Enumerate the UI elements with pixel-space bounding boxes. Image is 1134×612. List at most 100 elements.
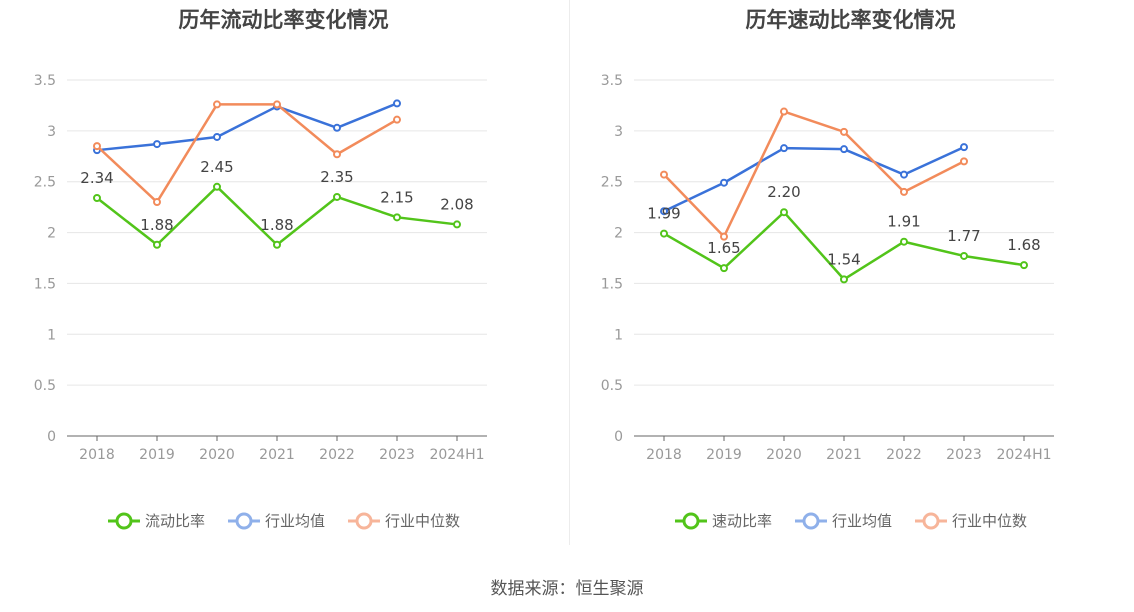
y-tick-label: 3 bbox=[47, 124, 56, 140]
quick-ratio-plot: 0 0.5 1 1.5 2 2.5 3 3.5 2018 2019 2020 2021 2022 2023… bbox=[601, 73, 1054, 463]
data-point[interactable] bbox=[960, 251, 968, 260]
legend-swatch-icon bbox=[915, 512, 947, 529]
data-point[interactable] bbox=[1020, 261, 1028, 270]
data-point[interactable] bbox=[393, 115, 401, 124]
x-tick-label: 2021 bbox=[826, 447, 862, 463]
data-point[interactable] bbox=[273, 240, 281, 249]
data-point[interactable] bbox=[93, 193, 101, 202]
data-point[interactable] bbox=[453, 220, 461, 229]
data-label: 2.35 bbox=[320, 168, 353, 186]
data-point[interactable] bbox=[333, 123, 341, 132]
data-point[interactable] bbox=[273, 100, 281, 109]
x-tick-label: 2018 bbox=[646, 447, 682, 463]
data-point[interactable] bbox=[93, 142, 101, 151]
y-tick-label: 3 bbox=[614, 124, 623, 140]
data-label: 2.08 bbox=[440, 195, 473, 213]
y-tick-label: 0 bbox=[47, 429, 56, 445]
legend-item-industry-median[interactable]: 行业中位数 bbox=[914, 510, 1027, 531]
data-point[interactable] bbox=[213, 132, 221, 141]
y-tick-label: 3.5 bbox=[34, 73, 56, 89]
data-point[interactable] bbox=[153, 198, 161, 207]
legend-item-industry-avg[interactable]: 行业均值 bbox=[227, 510, 325, 531]
legend-item-quick-ratio[interactable]: 速动比率 bbox=[674, 510, 772, 531]
data-point[interactable] bbox=[960, 143, 968, 152]
legend-label: 速动比率 bbox=[711, 512, 772, 530]
data-label: 2.34 bbox=[80, 169, 113, 187]
legend: 流动比率 行业均值 行业中位数 bbox=[0, 510, 567, 531]
data-point[interactable] bbox=[660, 207, 668, 216]
data-label: 1.88 bbox=[260, 216, 293, 234]
x-tick-label: 2020 bbox=[199, 447, 235, 463]
data-point[interactable] bbox=[960, 157, 968, 166]
x-tick-label: 2020 bbox=[766, 447, 802, 463]
data-point[interactable] bbox=[660, 229, 668, 238]
data-point[interactable] bbox=[333, 150, 341, 159]
legend-swatch-icon bbox=[794, 512, 827, 529]
x-tick-label: 2023 bbox=[379, 447, 415, 463]
x-tick-label: 2019 bbox=[139, 447, 175, 463]
data-label: 1.99 bbox=[647, 205, 680, 223]
x-tick-label: 2022 bbox=[319, 447, 355, 463]
data-point[interactable] bbox=[900, 187, 908, 196]
data-point[interactable] bbox=[720, 232, 728, 241]
x-tick-label: 2023 bbox=[946, 447, 982, 463]
data-label: 1.54 bbox=[827, 250, 860, 268]
chart-panel-quick-ratio: 历年速动比率变化情况 0 0.5 1 1.5 2 2.5 3 3.5 2018 2019 2020 2… bbox=[567, 0, 1134, 560]
y-tick-label: 1.5 bbox=[34, 276, 56, 292]
data-point[interactable] bbox=[333, 192, 341, 201]
current-ratio-plot: 0 0.5 1 1.5 2 2.5 3 3.5 2018 2019 2020 2021 2022 2023… bbox=[34, 73, 487, 463]
data-point[interactable] bbox=[840, 275, 848, 284]
y-tick-label: 1 bbox=[47, 327, 56, 343]
legend-swatch-icon bbox=[674, 512, 707, 529]
x-tick-label: 2024H1 bbox=[429, 447, 484, 463]
y-tick-label: 2.5 bbox=[601, 175, 623, 191]
legend-swatch-icon bbox=[107, 512, 140, 529]
y-tick-label: 2 bbox=[47, 226, 56, 242]
x-tick-label: 2018 bbox=[79, 447, 115, 463]
data-point[interactable] bbox=[213, 100, 221, 109]
x-tick-label: 2019 bbox=[706, 447, 742, 463]
data-point[interactable] bbox=[780, 107, 788, 116]
data-label: 1.68 bbox=[1007, 236, 1040, 254]
chart-title: 历年速动比率变化情况 bbox=[745, 8, 956, 32]
y-tick-label: 2 bbox=[614, 226, 623, 242]
data-point[interactable] bbox=[660, 170, 668, 179]
x-tick-label: 2021 bbox=[259, 447, 295, 463]
data-point[interactable] bbox=[213, 182, 221, 191]
x-tick-label: 2024H1 bbox=[996, 447, 1051, 463]
data-label: 2.45 bbox=[200, 158, 233, 176]
y-tick-label: 0.5 bbox=[601, 378, 623, 394]
data-point[interactable] bbox=[840, 127, 848, 136]
data-point[interactable] bbox=[393, 213, 401, 222]
data-point[interactable] bbox=[720, 178, 728, 187]
data-point[interactable] bbox=[840, 145, 848, 154]
data-label: 2.15 bbox=[380, 188, 413, 206]
data-label: 1.77 bbox=[947, 227, 980, 245]
data-point[interactable] bbox=[393, 99, 401, 108]
x-tick-label: 2022 bbox=[886, 447, 922, 463]
legend-swatch-icon bbox=[348, 512, 380, 529]
y-tick-label: 1.5 bbox=[601, 276, 623, 292]
data-point[interactable] bbox=[900, 237, 908, 246]
legend-label: 行业均值 bbox=[831, 512, 892, 530]
data-point[interactable] bbox=[900, 170, 908, 179]
legend-item-industry-avg[interactable]: 行业均值 bbox=[794, 510, 892, 531]
data-point[interactable] bbox=[153, 140, 161, 149]
series-line-2 bbox=[96, 103, 398, 204]
data-source-note: 数据来源：恒生聚源 bbox=[490, 579, 644, 599]
data-point[interactable] bbox=[780, 144, 788, 153]
data-label: 1.88 bbox=[140, 216, 173, 234]
data-point[interactable] bbox=[780, 208, 788, 217]
data-point[interactable] bbox=[720, 264, 728, 273]
y-tick-label: 2.5 bbox=[34, 175, 56, 191]
legend-item-current-ratio[interactable]: 流动比率 bbox=[107, 510, 205, 531]
legend-swatch-icon bbox=[227, 512, 260, 529]
legend-label: 行业均值 bbox=[264, 512, 325, 530]
chart-title: 历年流动比率变化情况 bbox=[178, 8, 389, 32]
series-line-1 bbox=[663, 145, 965, 213]
data-point[interactable] bbox=[153, 240, 161, 249]
legend-label: 行业中位数 bbox=[385, 512, 461, 530]
legend-item-industry-median[interactable]: 行业中位数 bbox=[347, 510, 460, 531]
data-label: 2.20 bbox=[767, 183, 800, 201]
series-line-2 bbox=[663, 110, 965, 238]
